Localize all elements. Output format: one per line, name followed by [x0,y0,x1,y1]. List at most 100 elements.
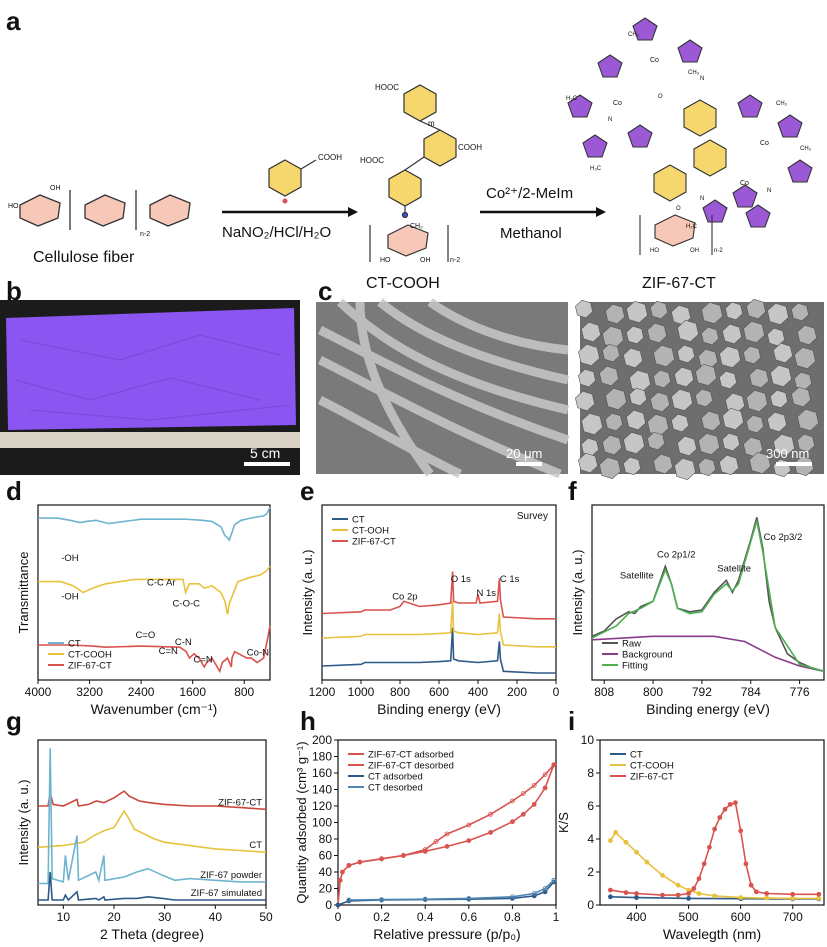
data-point [717,815,723,820]
data-point [743,861,749,867]
sem-crystals [575,298,819,481]
sem-crystal [578,343,600,367]
ct-cooh-right: COOH [458,143,482,152]
sem-crystal [599,456,621,480]
data-point [753,889,759,895]
h3c-label-1: H₃C [566,96,578,102]
data-point [727,802,733,807]
series-label: ZIF-67 powder [200,870,262,881]
data-point [488,830,494,835]
purple-paper [6,308,296,430]
chart-ftir: 4000 3200 2400 1600 800 Wavenumber (cm⁻¹) Tran… [16,504,271,717]
y-tick-label: 20 [319,882,333,896]
x-tick-label: 784 [741,685,761,699]
sem-crystal [581,412,603,436]
chart-annotation: C=O [135,630,155,641]
y-tick-label: 80 [319,832,333,846]
paper-creases [14,334,291,421]
n-atom-4: N [700,196,704,202]
reagent-cooh-label: COOH [318,153,342,162]
sem-crystal [749,367,769,389]
scale-bar-c-left [516,462,542,466]
ch3-label-3: CH₃ [776,101,788,107]
y-axis-label: Transmittance [16,552,31,634]
ct-n2-label: n-2 [450,257,460,264]
chart-xps-co2p: 808 800 792 784 776 Binding energy (eV) Intens… [570,504,825,717]
data-point [335,902,341,908]
y-tick-label: 10 [581,733,595,747]
x-tick-label: 10 [57,910,71,924]
sem-crystal [695,388,713,408]
zif-h2c-label: H₂C [686,224,698,230]
zif-n2-label: n-2 [714,248,723,254]
series-line-1 [38,506,271,542]
x-axis-label: Wavelegth (nm) [663,926,761,942]
x-tick-label: 800 [390,685,410,699]
x-tick-label: 0.6 [460,910,477,924]
sem-crystal [605,387,627,411]
x-tick-label: 2400 [128,685,155,699]
chart-annotation: C 1s [500,574,520,585]
sem-crystal [797,324,817,346]
zif-ho-label: HO [650,248,659,254]
x-tick-label: 200 [507,685,527,699]
chart-xps-survey: 1200 1000 800 600 400 200 0 Binding energy (eV)… [300,504,560,717]
ct-cooh-structure [369,84,457,262]
chart-bet-isotherm: 0 0.2 0.4 0.6 0.8 102040608010012014016018020… [294,733,560,942]
plot-frame [591,504,825,681]
panel-label-h: h [300,706,316,736]
chart-annotation: N 1s [476,588,496,599]
y-tick-label: 40 [319,865,333,879]
y-axis-label: Intensity (a. u.) [570,550,585,636]
data-point [707,844,712,850]
legend-entry: CT [630,750,643,761]
sem-crystal [623,456,641,476]
n-atom-1: N [608,117,612,123]
data-point [520,791,526,796]
sem-crystal [647,322,667,344]
data-point [722,806,728,812]
x-tick-label: 500 [679,910,699,924]
data-point [623,839,629,845]
sem-crystal [746,389,768,413]
x-tick-label: 600 [429,685,449,699]
legend-entry: CT adsorbed [368,772,423,783]
reagent-step1: NaNO₂/HCl/H₂O [222,224,331,241]
sem-crystal [749,451,771,475]
sem-crystal [797,433,815,453]
sem-crystal [695,363,717,387]
data-point [542,889,548,895]
sem-crystal [722,407,744,431]
series-line-2 [591,635,825,673]
data-point [444,831,450,837]
legend-entry: CT desorbed [368,783,423,794]
sem-crystal [653,344,675,368]
series-line-2 [609,831,819,900]
x-tick-label: 1600 [179,685,206,699]
chart-annotation: Co 2p [392,592,417,603]
ct-ch2-label: CH₂ [410,223,423,230]
legend-entry: CT-COOH [630,761,674,772]
ct-hooc-left: HOOC [360,156,384,165]
x-tick-label: 30 [158,910,172,924]
data-point [608,894,613,900]
data-point [733,800,738,806]
data-point [466,822,472,828]
ct-hooc-top: HOOC [375,83,399,92]
sem-crystal [629,387,647,407]
data-point [379,897,385,902]
y-tick-label: 160 [312,766,332,780]
co-atom-3: Co [760,140,769,147]
data-point [738,895,744,900]
data-point [613,830,618,835]
sem-crystal [578,368,596,388]
data-point [696,891,702,896]
panel-label-c: c [318,276,332,306]
x-tick-label: 0.2 [373,910,390,924]
y-axis-label: Intensity (a. u.) [300,550,315,636]
x-tick-label: 0.4 [417,910,434,924]
panel-label-d: d [6,476,22,506]
data-point [644,859,650,865]
sem-crystal [578,452,598,474]
sem-crystal [677,344,695,364]
